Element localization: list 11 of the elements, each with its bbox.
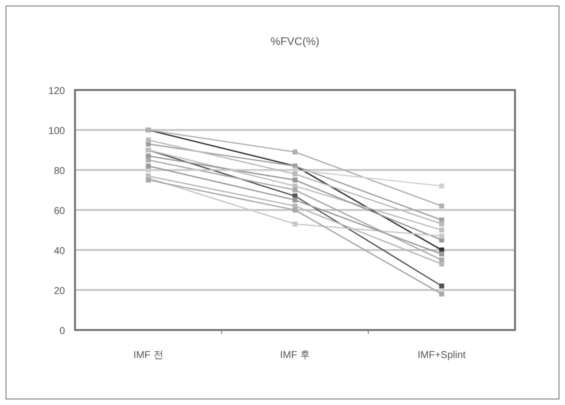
y-tick-label: 0 — [59, 326, 66, 337]
y-tick-label: 100 — [48, 126, 66, 137]
y-tick-label: 60 — [54, 206, 66, 217]
y-tick-label: 80 — [54, 166, 66, 177]
x-tick-label: IMF 전 — [133, 350, 164, 361]
chart-title: %FVC(%) — [270, 36, 320, 48]
x-tick-label: IMF+Splint — [418, 350, 466, 361]
x-tick-label: IMF 후 — [280, 350, 310, 361]
y-tick-label: 120 — [48, 86, 66, 97]
y-tick-label: 20 — [54, 286, 66, 297]
y-tick-label: 40 — [54, 246, 66, 257]
